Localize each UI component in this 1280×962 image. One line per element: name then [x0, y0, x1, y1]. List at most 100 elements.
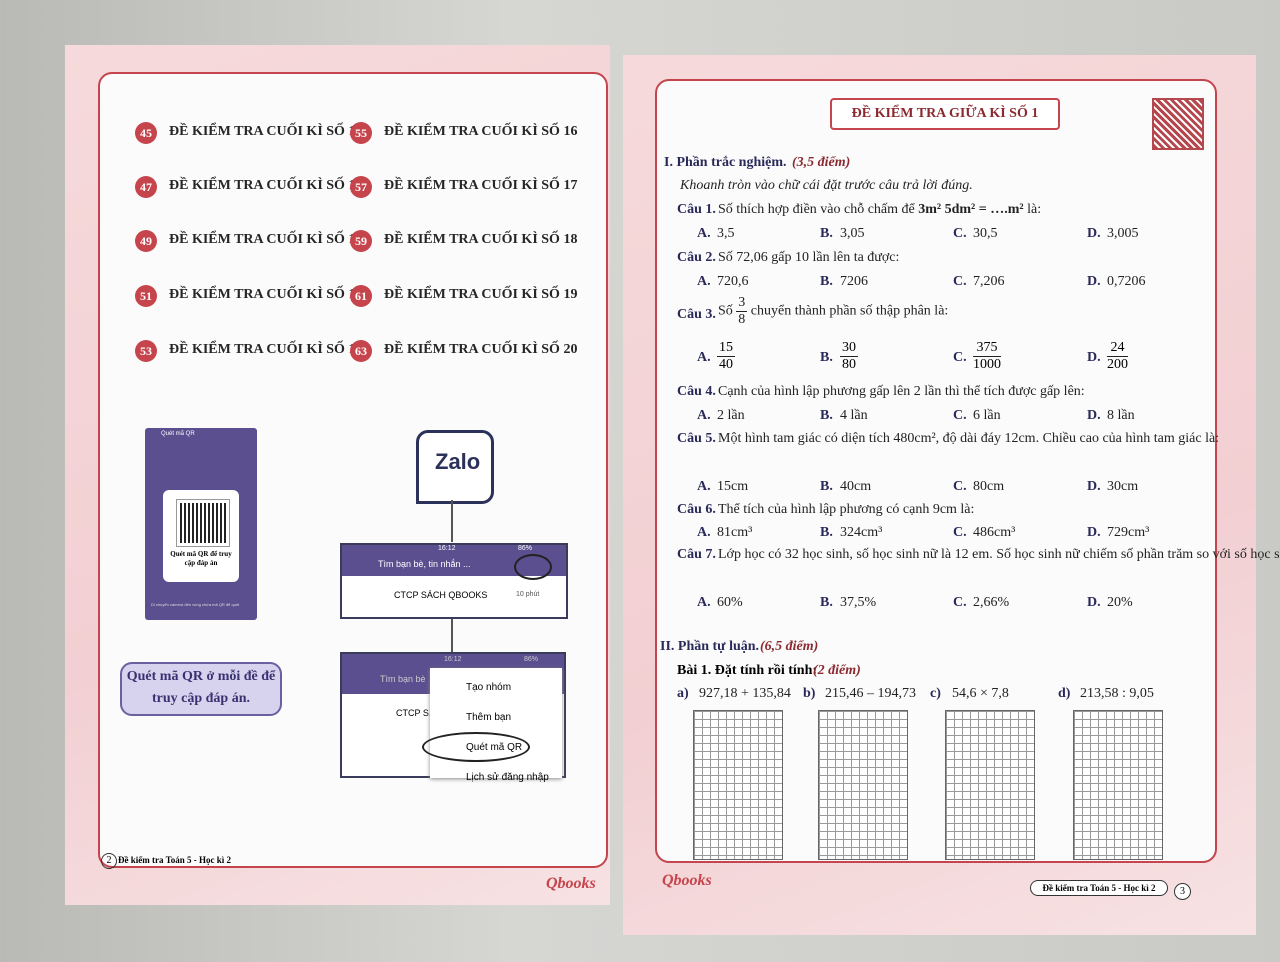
option-letter: D.	[1087, 595, 1101, 610]
option-letter: A.	[697, 595, 711, 610]
option-text: 720,6	[717, 274, 749, 289]
question-text: Thể tích của hình lập phương có cạnh 9cm…	[718, 498, 1194, 522]
option-text: 80cm	[973, 479, 1005, 494]
section-points: (6,5 điểm)	[760, 639, 819, 654]
option-letter: C.	[953, 595, 967, 610]
option-letter: D.	[1087, 479, 1101, 494]
option-letter: B.	[820, 274, 833, 289]
section-heading: II. Phần tự luận.	[660, 639, 760, 654]
status-bar: 16:12 86%	[342, 545, 566, 554]
item-title: ĐỀ KIỂM TRA CUỐI KÌ SỐ 16	[384, 124, 578, 139]
denominator: 200	[1107, 357, 1128, 372]
option-letter: A.	[697, 350, 711, 365]
battery: 86%	[518, 545, 533, 552]
option-letter: C.	[953, 226, 967, 241]
option-letter: B.	[820, 226, 833, 241]
option-text: 60%	[717, 595, 743, 610]
menu-item: Tạo nhóm	[466, 682, 512, 693]
chat-name: CTCP S.	[396, 708, 432, 718]
option-letter: B.	[820, 350, 833, 365]
item-number: 45	[135, 122, 157, 144]
option-letter: A.	[697, 479, 711, 494]
menu-item: Thêm bạn	[466, 712, 512, 723]
item-number: 63	[350, 340, 372, 362]
option-text: 729cm³	[1107, 525, 1150, 540]
option-text: 81cm³	[717, 525, 753, 540]
option-text: 2,66%	[973, 595, 1010, 610]
battery: 86%	[524, 656, 539, 663]
screen-2: 16:12 86% Tìm bạn bè CTCP S. Tạo nhóm Thêm bạ…	[340, 652, 566, 783]
option-letter: D.	[1087, 408, 1101, 423]
question-text: Cạnh của hình lập phương gấp lên 2 lần t…	[718, 380, 1194, 404]
item-title: ĐỀ KIỂM TRA CUỐI KÌ SỐ 18	[384, 232, 578, 247]
work-grid	[945, 710, 1035, 860]
option-letter: B.	[820, 479, 833, 494]
item-title: ĐỀ KIỂM TRA CUỐI KÌ SỐ 12	[169, 178, 363, 193]
option-letter: B.	[820, 408, 833, 423]
footer-text: Đề kiểm tra Toán 5 - Học kì 2	[118, 855, 232, 865]
menu-item: Lịch sử đăng nhập	[466, 772, 549, 783]
question-label: Câu 5.	[677, 431, 716, 446]
question-text: Số 72,06 gấp 10 lần lên ta được:	[718, 246, 1194, 270]
item-number: 57	[350, 176, 372, 198]
plus-button	[514, 554, 552, 580]
highlight-ring	[422, 732, 530, 762]
question-label: Câu 4.	[677, 384, 716, 399]
expression: 927,18 + 135,84	[699, 686, 791, 701]
option-text: 0,7206	[1107, 274, 1146, 289]
option-text: 15cm	[717, 479, 749, 494]
item-title: ĐỀ KIỂM TRA CUỐI KÌ SỐ 14	[169, 287, 363, 302]
option-letter: B.	[820, 525, 833, 540]
expression: 54,6 × 7,8	[952, 686, 1009, 701]
fraction: 24 200	[1107, 340, 1128, 373]
numerator: 3	[736, 295, 748, 312]
question-stem: Số thích hợp điền vào chỗ chấm để	[718, 202, 915, 217]
exercise-heading: Bài 1. Đặt tính rồi tính:	[677, 663, 818, 678]
search-text: Tìm bạn bè	[380, 674, 426, 684]
option-letter: A.	[697, 226, 711, 241]
option-letter: A.	[697, 525, 711, 540]
search-bar	[342, 554, 566, 576]
option-letter: D.	[1087, 350, 1101, 365]
chat-name: CTCP SÁCH QBOOKS	[394, 590, 488, 600]
question-label: Câu 7.	[677, 547, 716, 562]
option-text: 8 lần	[1107, 408, 1135, 423]
option-text: 6 lần	[973, 408, 1001, 423]
section-points: (3,5 điểm)	[792, 155, 851, 170]
option-text: 30,5	[973, 226, 998, 241]
numerator: 15	[717, 340, 735, 357]
fraction: 375 1000	[973, 340, 1001, 373]
item-number: 53	[135, 340, 157, 362]
menu: Tạo nhóm Thêm bạn Quét mã QR Lịch sử đăng n…	[422, 668, 562, 783]
item-title: ĐỀ KIỂM TRA CUỐI KÌ SỐ 13	[169, 232, 363, 247]
item-title: ĐỀ KIỂM TRA CUỐI KÌ SỐ 11	[169, 124, 362, 139]
arrow-line	[451, 500, 453, 542]
note-box: Quét mã QR ở mỗi đề để truy cập đáp án.	[120, 662, 282, 716]
phone: Quét mã QR Quét mã QR để truy cập đáp án D…	[145, 428, 257, 620]
phone-header: Quét mã QR	[161, 431, 195, 437]
work-grid	[693, 710, 783, 860]
denominator: 1000	[973, 357, 1001, 372]
chat-time: 10 phút	[516, 591, 540, 598]
logo: Qbooks	[662, 872, 712, 889]
qr-card: Quét mã QR để truy cập đáp án	[163, 490, 239, 582]
item-title: ĐỀ KIỂM TRA CUỐI KÌ SỐ 20	[384, 342, 578, 357]
item-number: 61	[350, 285, 372, 307]
numerator: 375	[973, 340, 1001, 357]
arrow-line	[451, 616, 453, 652]
option-text: 486cm³	[973, 525, 1016, 540]
page-number: 2	[101, 853, 117, 869]
option-letter: D.	[1087, 525, 1101, 540]
qr-image	[176, 499, 230, 547]
status-time: 16:12	[438, 545, 456, 552]
option-text: 7,206	[973, 274, 1005, 289]
item-number: 59	[350, 230, 372, 252]
question-text: Số thích hợp điền vào chỗ chấm để 3m² 5d…	[718, 198, 1194, 222]
zalo-logo: Zalo	[435, 449, 481, 474]
work-grid	[818, 710, 908, 860]
footer-text: Đề kiểm tra Toán 5 - Học kì 2	[1030, 880, 1168, 896]
item-number: 49	[135, 230, 157, 252]
question-label: Câu 3.	[677, 307, 716, 322]
item-title: ĐỀ KIỂM TRA CUỐI KÌ SỐ 17	[384, 178, 578, 193]
